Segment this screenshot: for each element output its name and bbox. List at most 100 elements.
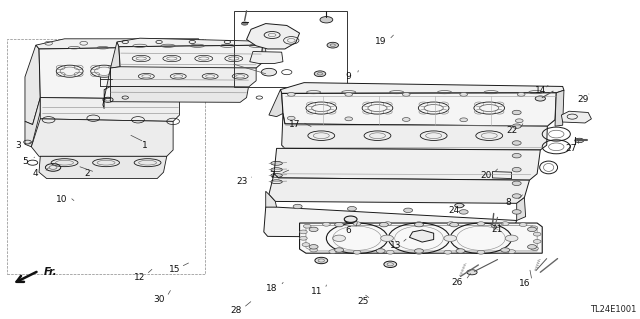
Text: 11: 11 bbox=[311, 287, 323, 296]
Circle shape bbox=[335, 222, 344, 227]
Circle shape bbox=[333, 235, 346, 241]
Circle shape bbox=[345, 93, 353, 96]
Circle shape bbox=[501, 222, 509, 226]
Text: 22: 22 bbox=[506, 126, 517, 135]
Polygon shape bbox=[269, 90, 283, 117]
Circle shape bbox=[460, 118, 467, 122]
Circle shape bbox=[512, 124, 521, 128]
Circle shape bbox=[404, 208, 413, 212]
Circle shape bbox=[477, 222, 484, 226]
Polygon shape bbox=[300, 223, 542, 253]
Text: 7: 7 bbox=[269, 171, 275, 180]
Polygon shape bbox=[492, 172, 511, 179]
Text: 26: 26 bbox=[452, 278, 463, 287]
Polygon shape bbox=[40, 98, 179, 122]
Circle shape bbox=[500, 248, 509, 252]
Circle shape bbox=[315, 257, 328, 264]
Circle shape bbox=[460, 93, 467, 96]
Circle shape bbox=[415, 249, 424, 253]
Polygon shape bbox=[36, 39, 198, 49]
Polygon shape bbox=[117, 38, 266, 47]
Text: 19: 19 bbox=[375, 38, 387, 47]
Circle shape bbox=[575, 138, 584, 143]
Circle shape bbox=[309, 227, 318, 232]
Circle shape bbox=[512, 210, 521, 214]
Circle shape bbox=[241, 22, 248, 25]
Circle shape bbox=[460, 210, 468, 214]
Text: 23: 23 bbox=[236, 177, 248, 186]
Text: 20: 20 bbox=[481, 171, 492, 180]
Text: 10: 10 bbox=[56, 195, 67, 204]
Polygon shape bbox=[261, 41, 266, 63]
Text: 27: 27 bbox=[565, 144, 577, 153]
Circle shape bbox=[376, 249, 385, 253]
Text: 1: 1 bbox=[141, 141, 147, 150]
Circle shape bbox=[300, 236, 307, 240]
Circle shape bbox=[531, 247, 538, 250]
Circle shape bbox=[519, 223, 527, 226]
Polygon shape bbox=[31, 119, 173, 156]
Text: 14: 14 bbox=[534, 86, 546, 95]
Circle shape bbox=[310, 248, 317, 252]
Polygon shape bbox=[264, 207, 516, 238]
Circle shape bbox=[455, 203, 464, 208]
Text: 9: 9 bbox=[346, 72, 351, 81]
Text: 6: 6 bbox=[346, 226, 351, 235]
Text: 18: 18 bbox=[266, 284, 278, 293]
Circle shape bbox=[287, 116, 295, 120]
Polygon shape bbox=[39, 47, 189, 99]
Text: 12: 12 bbox=[134, 272, 145, 281]
Circle shape bbox=[345, 117, 353, 121]
Circle shape bbox=[348, 206, 356, 211]
Circle shape bbox=[512, 141, 521, 145]
Circle shape bbox=[512, 194, 521, 198]
Circle shape bbox=[535, 96, 545, 101]
Text: 16: 16 bbox=[518, 279, 530, 288]
Circle shape bbox=[456, 249, 465, 253]
Circle shape bbox=[323, 222, 330, 226]
Polygon shape bbox=[246, 24, 300, 49]
Circle shape bbox=[303, 224, 311, 228]
Polygon shape bbox=[189, 45, 198, 96]
Polygon shape bbox=[269, 174, 529, 203]
Circle shape bbox=[527, 227, 536, 232]
Circle shape bbox=[300, 230, 307, 234]
Circle shape bbox=[344, 216, 357, 222]
Circle shape bbox=[447, 222, 455, 226]
Polygon shape bbox=[274, 148, 540, 180]
Polygon shape bbox=[410, 230, 434, 242]
Polygon shape bbox=[119, 45, 262, 69]
Text: 28: 28 bbox=[230, 306, 241, 315]
Circle shape bbox=[320, 17, 333, 23]
Polygon shape bbox=[516, 197, 525, 220]
Polygon shape bbox=[561, 111, 591, 123]
Circle shape bbox=[353, 222, 361, 226]
Circle shape bbox=[450, 222, 459, 227]
Circle shape bbox=[384, 222, 392, 226]
Circle shape bbox=[491, 223, 500, 228]
Circle shape bbox=[384, 261, 397, 268]
Text: 17: 17 bbox=[289, 120, 300, 129]
Circle shape bbox=[517, 93, 525, 96]
Circle shape bbox=[403, 118, 410, 122]
Polygon shape bbox=[282, 114, 547, 150]
Circle shape bbox=[387, 250, 394, 254]
Circle shape bbox=[444, 235, 457, 241]
Polygon shape bbox=[250, 51, 283, 63]
Text: 5: 5 bbox=[22, 157, 28, 166]
Polygon shape bbox=[555, 90, 564, 126]
Circle shape bbox=[488, 224, 496, 228]
Polygon shape bbox=[408, 222, 435, 235]
Circle shape bbox=[327, 42, 339, 48]
Polygon shape bbox=[282, 93, 556, 126]
Circle shape bbox=[314, 71, 326, 77]
Circle shape bbox=[515, 119, 523, 123]
Circle shape bbox=[530, 226, 538, 230]
Text: 8: 8 bbox=[506, 198, 511, 207]
Circle shape bbox=[345, 218, 356, 223]
Circle shape bbox=[444, 250, 452, 254]
Circle shape bbox=[527, 245, 536, 249]
Polygon shape bbox=[111, 42, 120, 68]
Text: 24: 24 bbox=[449, 206, 460, 215]
Circle shape bbox=[329, 250, 337, 254]
